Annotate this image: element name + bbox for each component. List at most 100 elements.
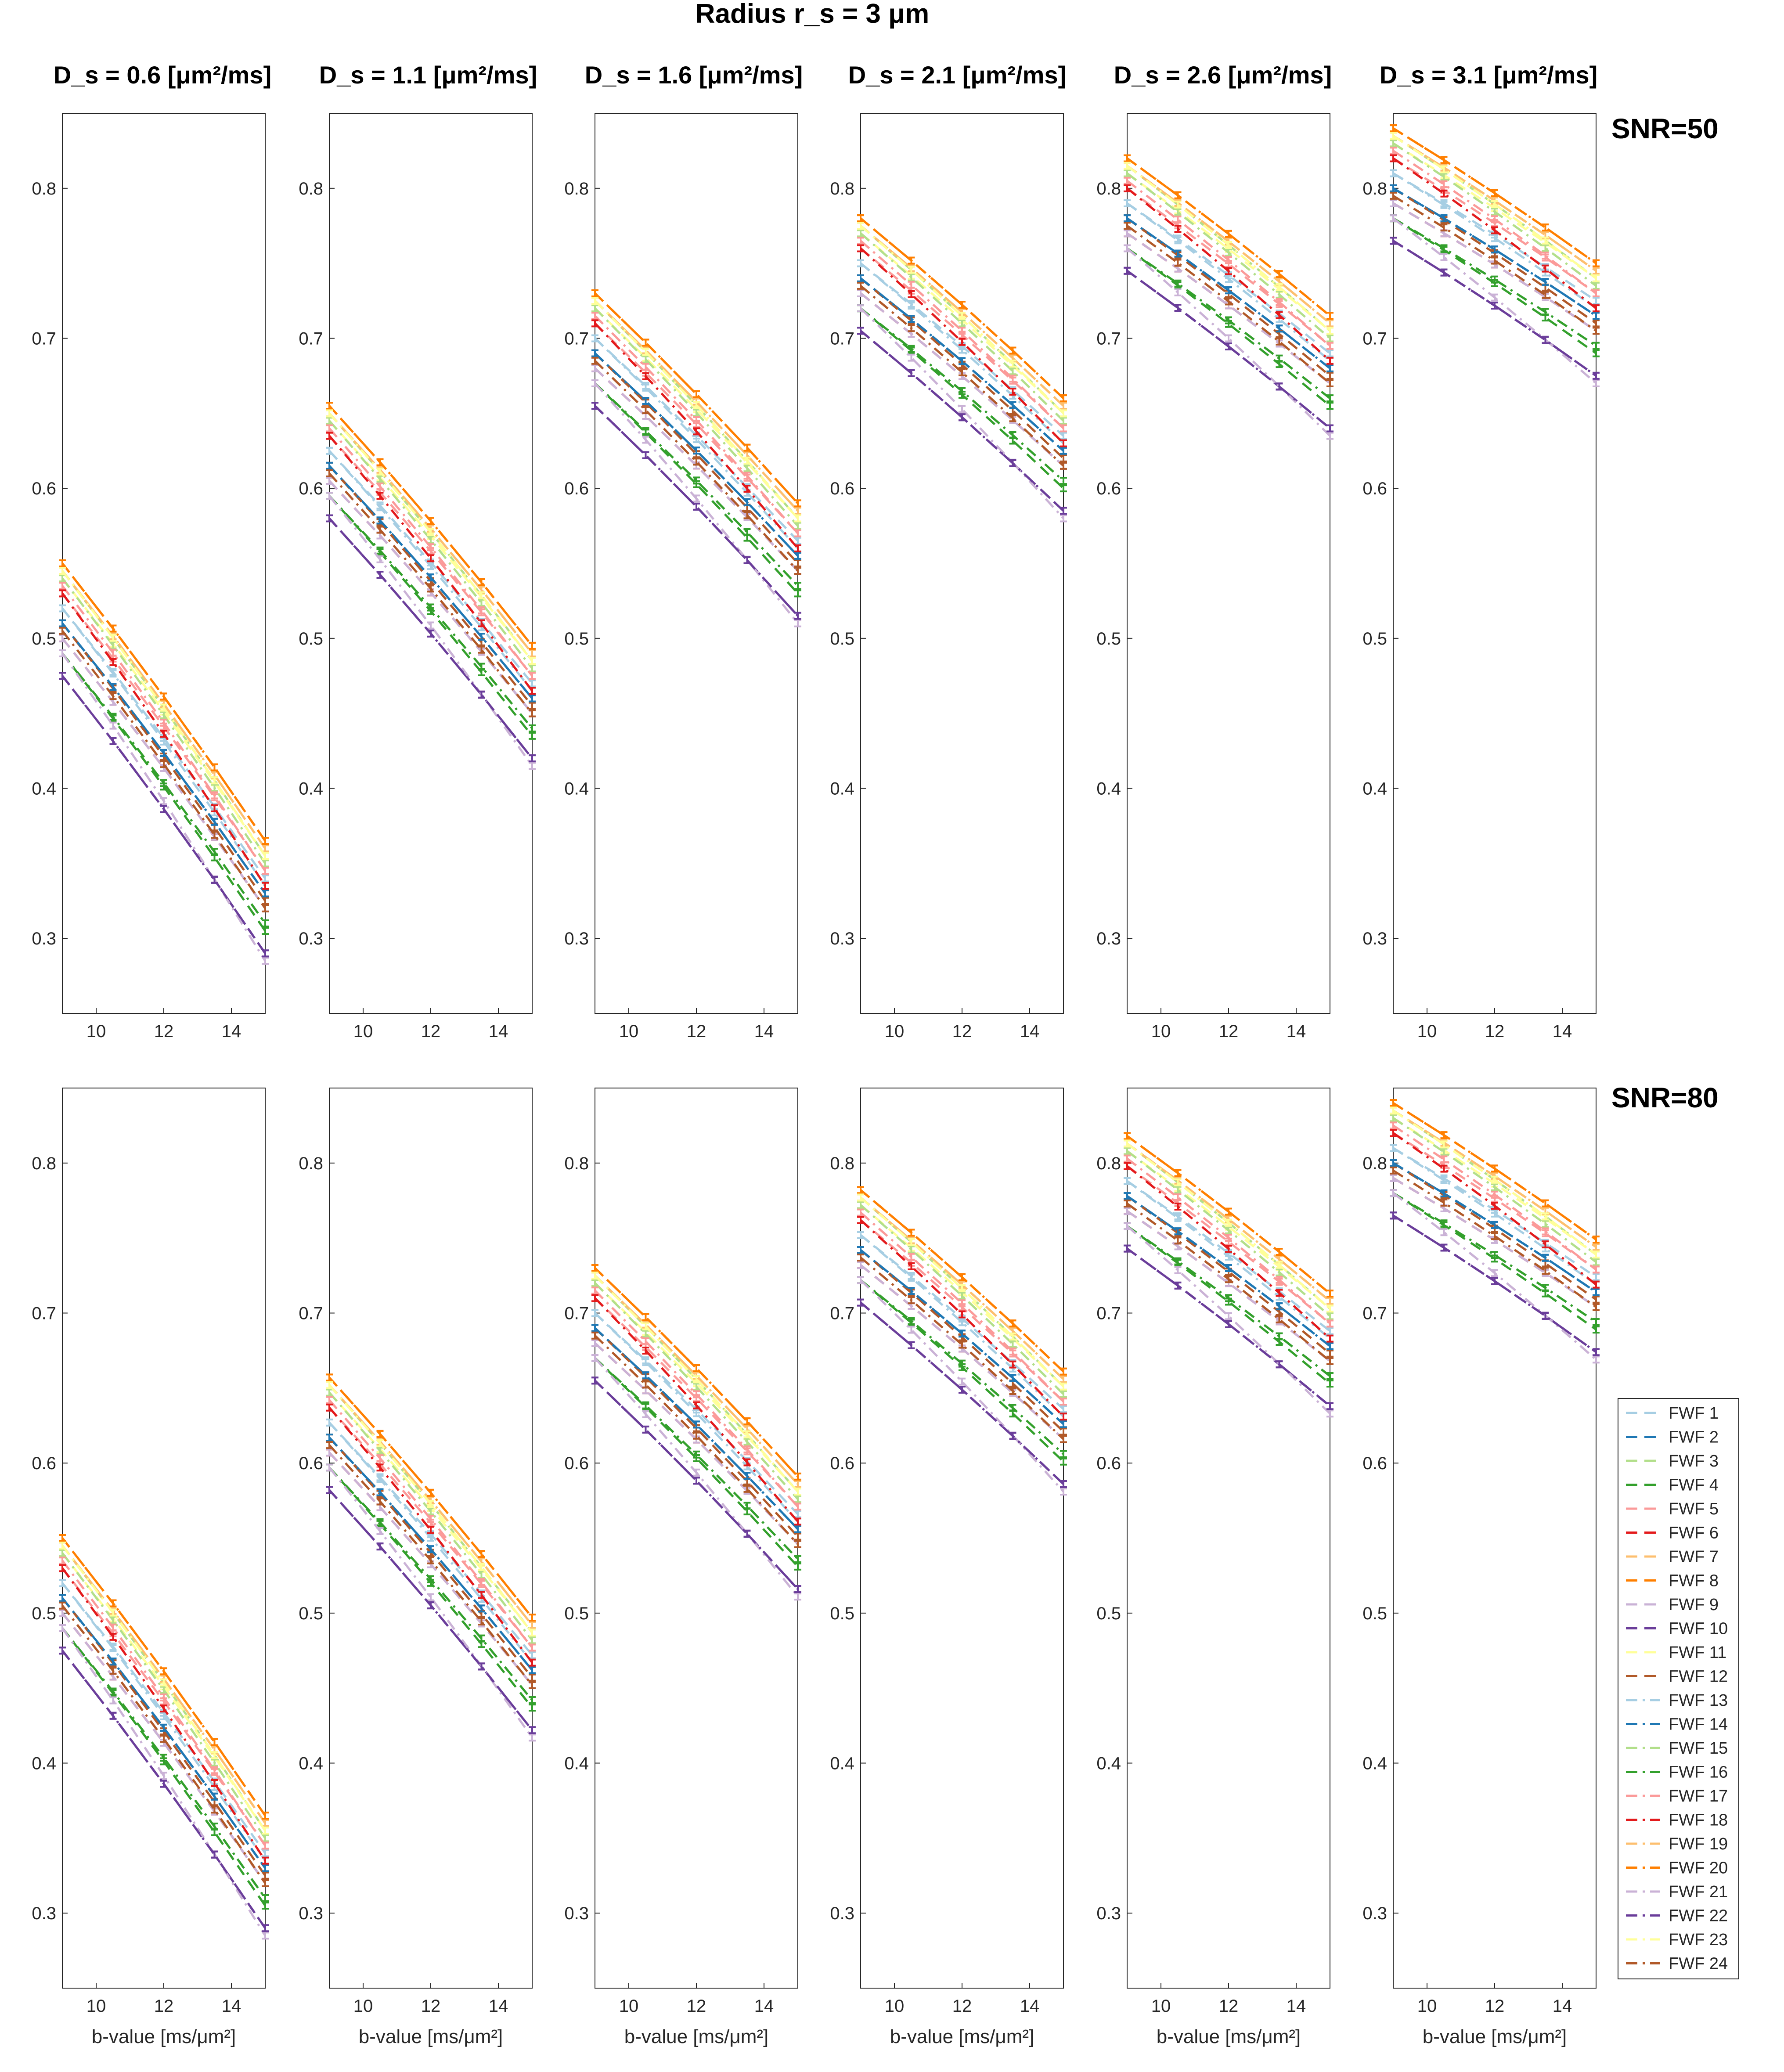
- error-bar: [262, 1841, 269, 1850]
- error-bar: [959, 1359, 966, 1368]
- error-bar: [262, 1931, 269, 1940]
- series-15: [326, 1388, 536, 1644]
- error-bar: [794, 1480, 801, 1488]
- error-bar: [1542, 236, 1549, 245]
- series-16: [1124, 1222, 1333, 1380]
- error-bar: [1326, 342, 1333, 350]
- error-bar: [1326, 1380, 1333, 1388]
- series-18: [591, 319, 801, 552]
- error-bar: [1276, 311, 1283, 319]
- error-bar: [376, 458, 384, 466]
- error-bar: [376, 1475, 384, 1483]
- error-bar: [1542, 1284, 1549, 1292]
- error-bar: [262, 837, 269, 845]
- error-bar: [376, 482, 384, 490]
- error-bar: [591, 1309, 598, 1317]
- error-bar: [1060, 417, 1067, 425]
- error-bar: [376, 1439, 384, 1447]
- error-bar: [1440, 156, 1448, 164]
- error-bar: [1593, 1288, 1600, 1296]
- error-bar: [1491, 245, 1498, 254]
- y-tick-label: 0.4: [1362, 779, 1387, 799]
- error-bar: [160, 805, 167, 813]
- error-bar: [591, 1294, 598, 1302]
- error-bar: [642, 427, 649, 435]
- error-bar: [427, 1488, 434, 1497]
- error-bar: [959, 368, 966, 376]
- error-bar: [1593, 327, 1600, 335]
- error-bar: [1009, 1319, 1016, 1328]
- series-line: [61, 630, 267, 909]
- error-bar: [693, 390, 700, 398]
- error-bar: [1542, 1254, 1549, 1262]
- series-line: [860, 330, 1064, 512]
- series-22: [1390, 237, 1600, 380]
- error-bar: [59, 1534, 66, 1542]
- error-bar: [743, 1458, 751, 1467]
- x-axis-label: b-value [ms/μm²]: [92, 2026, 236, 2047]
- error-bar: [1174, 191, 1182, 199]
- error-bar: [794, 514, 801, 523]
- error-bar: [326, 402, 333, 410]
- error-bar: [908, 1253, 915, 1261]
- y-tick-label: 0.3: [830, 929, 854, 948]
- error-bar: [1390, 1114, 1397, 1122]
- x-tick-label: 10: [885, 1022, 905, 1041]
- y-tick-label: 0.7: [1096, 1304, 1121, 1323]
- error-bar: [1276, 1276, 1283, 1284]
- error-bar: [1060, 402, 1067, 410]
- error-bar: [1440, 165, 1448, 173]
- error-bar: [794, 1555, 801, 1563]
- series-line: [61, 1582, 267, 1854]
- error-bar: [1060, 1435, 1067, 1443]
- legend-label: FWF 20: [1669, 1859, 1728, 1877]
- series-15: [1124, 169, 1333, 342]
- error-bar: [642, 355, 649, 364]
- series-17: [591, 1286, 801, 1511]
- error-bar: [109, 713, 117, 721]
- error-bar: [1542, 1240, 1549, 1249]
- error-bar: [1440, 1198, 1448, 1207]
- series-13: [1390, 169, 1600, 313]
- series-line: [1392, 1162, 1597, 1293]
- series-line: [61, 675, 267, 954]
- y-tick-label: 0.5: [299, 629, 323, 649]
- error-bar: [959, 327, 966, 335]
- error-bar: [743, 1438, 751, 1446]
- error-bar: [857, 289, 864, 297]
- error-bar: [1124, 222, 1131, 230]
- error-bar: [326, 1373, 333, 1382]
- series-14: [591, 349, 801, 560]
- error-bar: [1326, 1334, 1333, 1343]
- y-tick-label: 0.8: [564, 1154, 589, 1173]
- x-tick-label: 10: [619, 1022, 639, 1041]
- error-bar: [959, 1310, 966, 1319]
- series-15: [1390, 1114, 1600, 1266]
- error-bar: [1276, 324, 1283, 333]
- error-bar: [1440, 244, 1448, 252]
- error-bar: [591, 289, 598, 297]
- series-line: [61, 1650, 267, 1929]
- error-bar: [1491, 1164, 1498, 1173]
- series-line: [1392, 127, 1597, 264]
- error-bar: [642, 451, 649, 459]
- error-bar: [1124, 1200, 1131, 1208]
- error-bar: [1390, 184, 1397, 192]
- x-tick-label: 10: [353, 1022, 373, 1041]
- error-bar: [262, 957, 269, 965]
- legend-label: FWF 21: [1669, 1883, 1728, 1901]
- legend-label: FWF 17: [1669, 1787, 1728, 1805]
- y-tick-label: 0.7: [299, 329, 323, 349]
- error-bar: [262, 949, 269, 958]
- error-bar: [1390, 154, 1397, 162]
- error-bar: [211, 1751, 218, 1759]
- error-bar: [908, 266, 915, 274]
- error-bar: [1593, 1355, 1600, 1364]
- error-bar: [529, 702, 536, 710]
- error-bar: [262, 1812, 269, 1820]
- error-bar: [642, 372, 649, 380]
- y-tick-label: 0.8: [32, 1154, 56, 1173]
- error-bar: [211, 831, 218, 839]
- series-16: [1390, 1189, 1600, 1326]
- series-22: [857, 1298, 1067, 1488]
